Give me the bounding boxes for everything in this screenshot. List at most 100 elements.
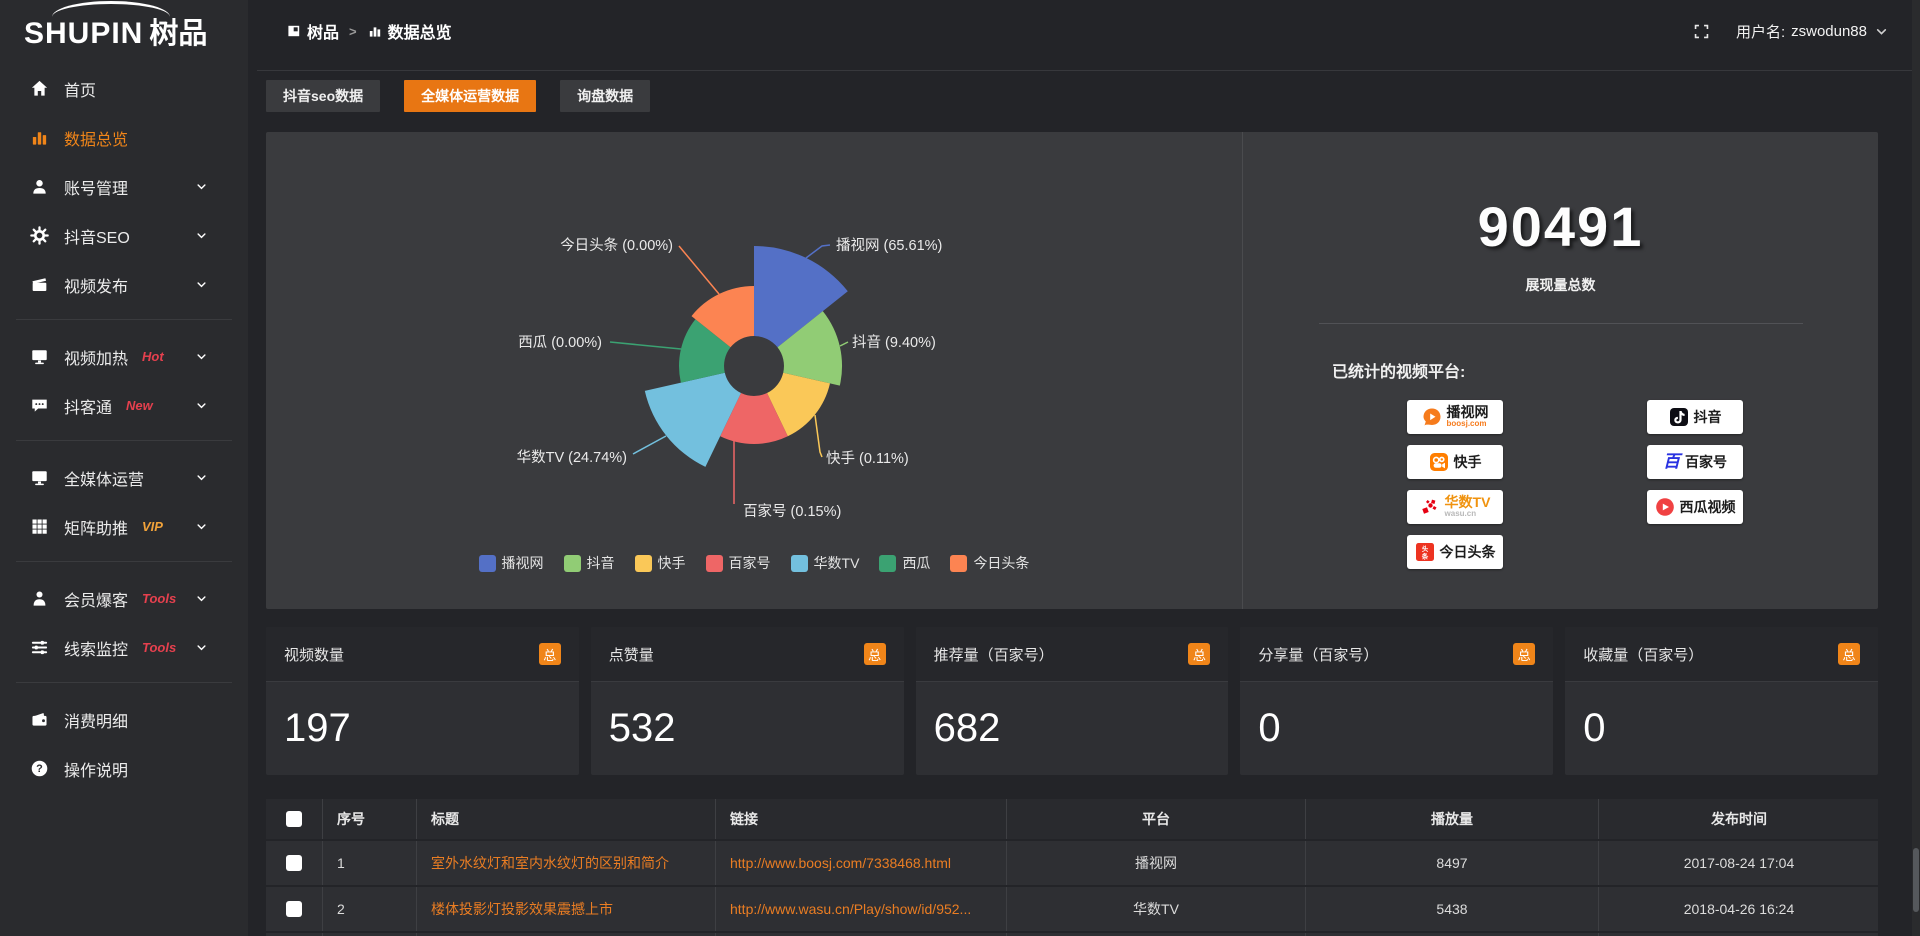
- row-plays: 5438: [1306, 887, 1599, 931]
- logo-text-cn: 树品: [149, 18, 208, 50]
- boosj-logo-icon: [1422, 407, 1442, 427]
- breadcrumb-home[interactable]: 树品: [286, 19, 339, 43]
- sidebar-item-home[interactable]: 首页: [0, 64, 248, 113]
- stat-card-1: 视频数量 总 197: [266, 627, 579, 775]
- label-leader-line: [632, 435, 667, 455]
- home-icon: [28, 79, 50, 98]
- col-link: 链接: [716, 799, 1007, 839]
- rose-pie-chart[interactable]: 播视网 (65.61%) 抖音 (9.40%) 快手 (0.11%) 百家号 (0.1…: [266, 132, 1242, 609]
- sidebar-item-label: 线索监控: [64, 641, 129, 659]
- clapper-icon: [28, 275, 50, 294]
- sidebar-item-gear[interactable]: 抖音SEO: [0, 211, 248, 260]
- pie-slice-快手[interactable]: [767, 372, 830, 437]
- bar-chart-icon: [367, 23, 383, 39]
- breadcrumb-current-label: 数据总览: [387, 25, 452, 42]
- toutiao-logo-icon: 头条: [1415, 542, 1435, 562]
- chevron-down-icon: [190, 591, 212, 606]
- sidebar-item-wallet[interactable]: 消费明细: [0, 695, 248, 744]
- wasu-logo-icon: [1420, 497, 1440, 517]
- tab-1[interactable]: 抖音seo数据: [266, 80, 381, 112]
- row-index: 1: [323, 841, 417, 885]
- person-icon: [28, 589, 50, 608]
- stat-card-title: 推荐量（百家号）: [933, 646, 1054, 664]
- username-label: 用户名:: [1735, 23, 1786, 41]
- sidebar-item-grid[interactable]: 矩阵助推 VIP: [0, 502, 248, 551]
- username-value: zswodun88: [1791, 22, 1867, 40]
- row-plays: 8497: [1306, 841, 1599, 885]
- stat-card-body: 532: [591, 682, 904, 775]
- sidebar-item-user[interactable]: 账号管理: [0, 162, 248, 211]
- pie-slice-播视网[interactable]: [754, 246, 848, 348]
- legend-item-播视网[interactable]: 播视网: [478, 553, 544, 573]
- legend-swatch: [790, 554, 808, 572]
- sidebar-item-monitor[interactable]: 视频加热 Hot: [0, 332, 248, 381]
- user-dropdown[interactable]: 用户名: zswodun88: [1736, 21, 1890, 42]
- stat-card-title: 点赞量: [608, 646, 654, 664]
- legend-label: 西瓜: [902, 555, 931, 571]
- platform-name: 快手: [1453, 453, 1482, 470]
- row-index: [323, 933, 417, 936]
- chevron-down-icon: [190, 228, 212, 243]
- legend-item-华数TV[interactable]: 华数TV: [790, 553, 859, 573]
- sidebar-item-monitor[interactable]: 全媒体运营: [0, 453, 248, 502]
- scrollbar-thumb[interactable]: [1913, 848, 1919, 912]
- sidebar-item-badge: VIP: [142, 519, 163, 534]
- stat-card-2: 点赞量 总 532: [590, 627, 904, 775]
- pie-slice-label: 华数TV (24.74%): [517, 449, 627, 466]
- legend-item-西瓜[interactable]: 西瓜: [879, 553, 930, 573]
- impressions-summary: 90491 展现量总数 已统计的视频平台: 播视网 boosj.com 抖音 快手 百百…: [1242, 132, 1878, 609]
- stat-card-body: 197: [266, 682, 579, 775]
- row-checkbox[interactable]: [286, 901, 302, 917]
- tab-2[interactable]: 全媒体运营数据: [404, 80, 537, 112]
- fullscreen-icon[interactable]: [1693, 23, 1710, 40]
- select-all-checkbox[interactable]: [286, 811, 302, 827]
- row-checkbox[interactable]: [286, 855, 302, 871]
- platform-share-chart[interactable]: 播视网 (65.61%) 抖音 (9.40%) 快手 (0.11%) 百家号 (0.1…: [266, 132, 1242, 609]
- legend-item-抖音[interactable]: 抖音: [563, 553, 615, 573]
- pie-slice-label: 西瓜 (0.00%): [518, 335, 602, 351]
- sidebar-item-chart[interactable]: 数据总览: [0, 113, 248, 162]
- breadcrumb-separator: >: [349, 23, 357, 39]
- legend-swatch: [634, 554, 652, 572]
- sidebar-item-clapper[interactable]: 视频发布: [0, 260, 248, 309]
- video-title-link[interactable]: 室外水纹灯和室内水纹灯的区别和简介: [431, 855, 669, 871]
- chevron-down-icon: [190, 277, 212, 292]
- pie-slice-西瓜[interactable]: [679, 319, 731, 383]
- sidebar-item-sliders[interactable]: 线索监控 Tools: [0, 623, 248, 672]
- app-square-icon: [286, 23, 302, 39]
- pie-slice-今日头条[interactable]: [691, 286, 755, 348]
- row-select-cell: [266, 841, 323, 885]
- pie-slice-华数TV[interactable]: [644, 372, 741, 467]
- breadcrumb-current[interactable]: 数据总览: [367, 19, 452, 43]
- stat-card-header: 推荐量（百家号） 总: [915, 627, 1229, 682]
- pie-slice-抖音[interactable]: [777, 311, 843, 386]
- legend-item-百家号[interactable]: 百家号: [705, 553, 771, 573]
- total-badge: 总: [1837, 643, 1860, 665]
- video-url-link[interactable]: http://www.wasu.cn/Play/show/id/952...: [730, 901, 972, 917]
- sidebar-item-badge: Hot: [142, 349, 164, 364]
- header-divider: [257, 70, 1920, 71]
- sidebar-item-question[interactable]: ? 操作说明: [0, 744, 248, 793]
- platform-name: 华数TV: [1444, 494, 1491, 510]
- legend-label: 抖音: [586, 555, 615, 571]
- main-content: 抖音seo数据 全媒体运营数据 询盘数据 播视网 (65.61%) 抖音 (9.40%…: [248, 71, 1920, 936]
- sidebar-item-person[interactable]: 会员爆客 Tools: [0, 574, 248, 623]
- svg-text:头: 头: [1421, 544, 1428, 553]
- pie-slice-百家号[interactable]: [720, 393, 788, 445]
- legend-item-今日头条[interactable]: 今日头条: [950, 553, 1029, 573]
- legend-item-快手[interactable]: 快手: [634, 553, 686, 573]
- video-url-link[interactable]: http://www.boosj.com/7338468.html: [730, 855, 952, 871]
- stat-card-value: 0: [1583, 706, 1606, 750]
- stat-card-title: 分享量（百家号）: [1258, 646, 1379, 664]
- stat-card-body: 0: [1240, 682, 1553, 775]
- tab-3[interactable]: 询盘数据: [560, 80, 651, 112]
- col-plays: 播放量: [1306, 799, 1599, 839]
- logo-arc-decoration: [52, 1, 170, 17]
- legend-swatch: [879, 554, 897, 572]
- sidebar-item-badge: Tools: [142, 591, 177, 606]
- video-title-link[interactable]: 楼体投影灯投影效果震撼上市: [431, 901, 613, 917]
- sidebar-item-chat[interactable]: 抖客通 New: [0, 381, 248, 430]
- total-badge: 总: [1513, 643, 1536, 665]
- stat-card-value: 682: [933, 706, 1001, 750]
- page-scrollbar[interactable]: [1912, 0, 1920, 936]
